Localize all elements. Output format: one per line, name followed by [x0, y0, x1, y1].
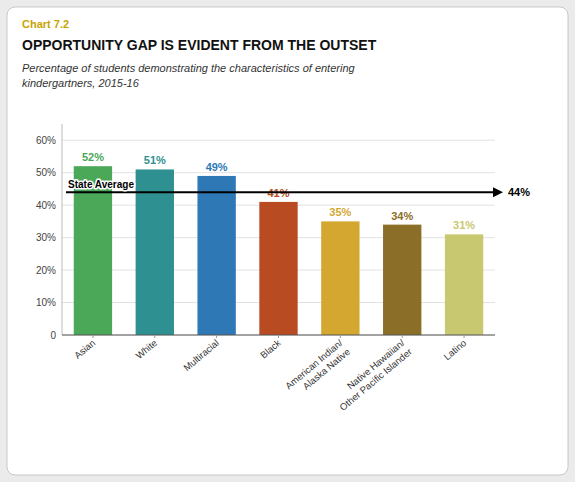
y-tick-label: 50%: [36, 167, 56, 178]
x-tick: [464, 335, 465, 338]
x-tick-label: Black: [258, 337, 283, 361]
x-tick-label-line: Black: [258, 337, 283, 361]
chart-root: Chart 7.2 OPPORTUNITY GAP IS EVIDENT FROM…: [0, 0, 575, 482]
x-tick-labels: Asian White Multiracial BlackAmerican India…: [72, 335, 468, 413]
y-tick-label: 20%: [36, 265, 56, 276]
data-label: 49%: [206, 161, 228, 173]
data-label: 34%: [391, 210, 413, 222]
x-tick: [340, 335, 341, 338]
y-tick-label: 10%: [36, 297, 56, 308]
x-tick-label: American Indian/Alaska Native: [283, 337, 352, 400]
y-axis-line: [62, 124, 63, 335]
data-label: 35%: [329, 206, 351, 218]
x-tick-label-line: Other Pacific Islander: [337, 346, 414, 413]
bar: [321, 221, 359, 335]
reference-label: State Average: [68, 179, 134, 190]
grid: [62, 140, 495, 335]
bar: [136, 169, 174, 335]
x-tick-label: Latino: [441, 337, 468, 362]
title: OPPORTUNITY GAP IS EVIDENT FROM THE OUTS…: [22, 37, 377, 53]
x-tick-label-line: White: [133, 337, 159, 361]
data-label: 31%: [453, 219, 475, 231]
card: [7, 7, 568, 475]
subtitle-line: Percentage of students demonstrating the…: [22, 62, 356, 74]
y-tick-labels: 0 10% 20% 30% 40% 50% 60%: [36, 135, 56, 341]
bar: [383, 225, 421, 335]
x-tick-label: Multiracial: [181, 337, 221, 373]
x-tick: [278, 335, 279, 338]
data-label: 51%: [144, 154, 166, 166]
reference-arrow: [493, 187, 503, 197]
x-tick-label-line: Asian: [72, 337, 97, 361]
x-tick-label-line: Alaska Native: [300, 346, 352, 392]
subtitle: Percentage of students demonstrating the…: [22, 62, 356, 89]
grid-line: [62, 140, 495, 141]
bar: [445, 234, 483, 335]
x-tick: [92, 335, 93, 338]
x-tick: [402, 335, 403, 338]
reference-line: [66, 191, 495, 193]
bar: [197, 176, 235, 335]
x-tick-label-line: Latino: [441, 337, 468, 362]
reference-value-label: 44%: [508, 186, 530, 198]
y-tick-label: 40%: [36, 200, 56, 211]
reference: 44% State Average: [66, 179, 530, 198]
y-tick-label: 0: [50, 330, 56, 341]
x-tick-label: White: [133, 337, 159, 361]
data-label: 52%: [82, 151, 104, 163]
grid-line: [62, 172, 495, 173]
subtitle-line: kindergartners, 2015-16: [22, 77, 140, 89]
bar: [259, 202, 297, 335]
x-tick-label: Asian: [72, 337, 97, 361]
x-tick-label-line: Multiracial: [181, 337, 221, 373]
x-tick: [154, 335, 155, 338]
y-tick-label: 60%: [36, 135, 56, 146]
chart-label: Chart 7.2: [22, 18, 69, 30]
x-tick-label: Native Hawaiian/Other Pacific Islander: [330, 337, 414, 413]
x-tick: [216, 335, 217, 338]
y-tick-label: 30%: [36, 232, 56, 243]
